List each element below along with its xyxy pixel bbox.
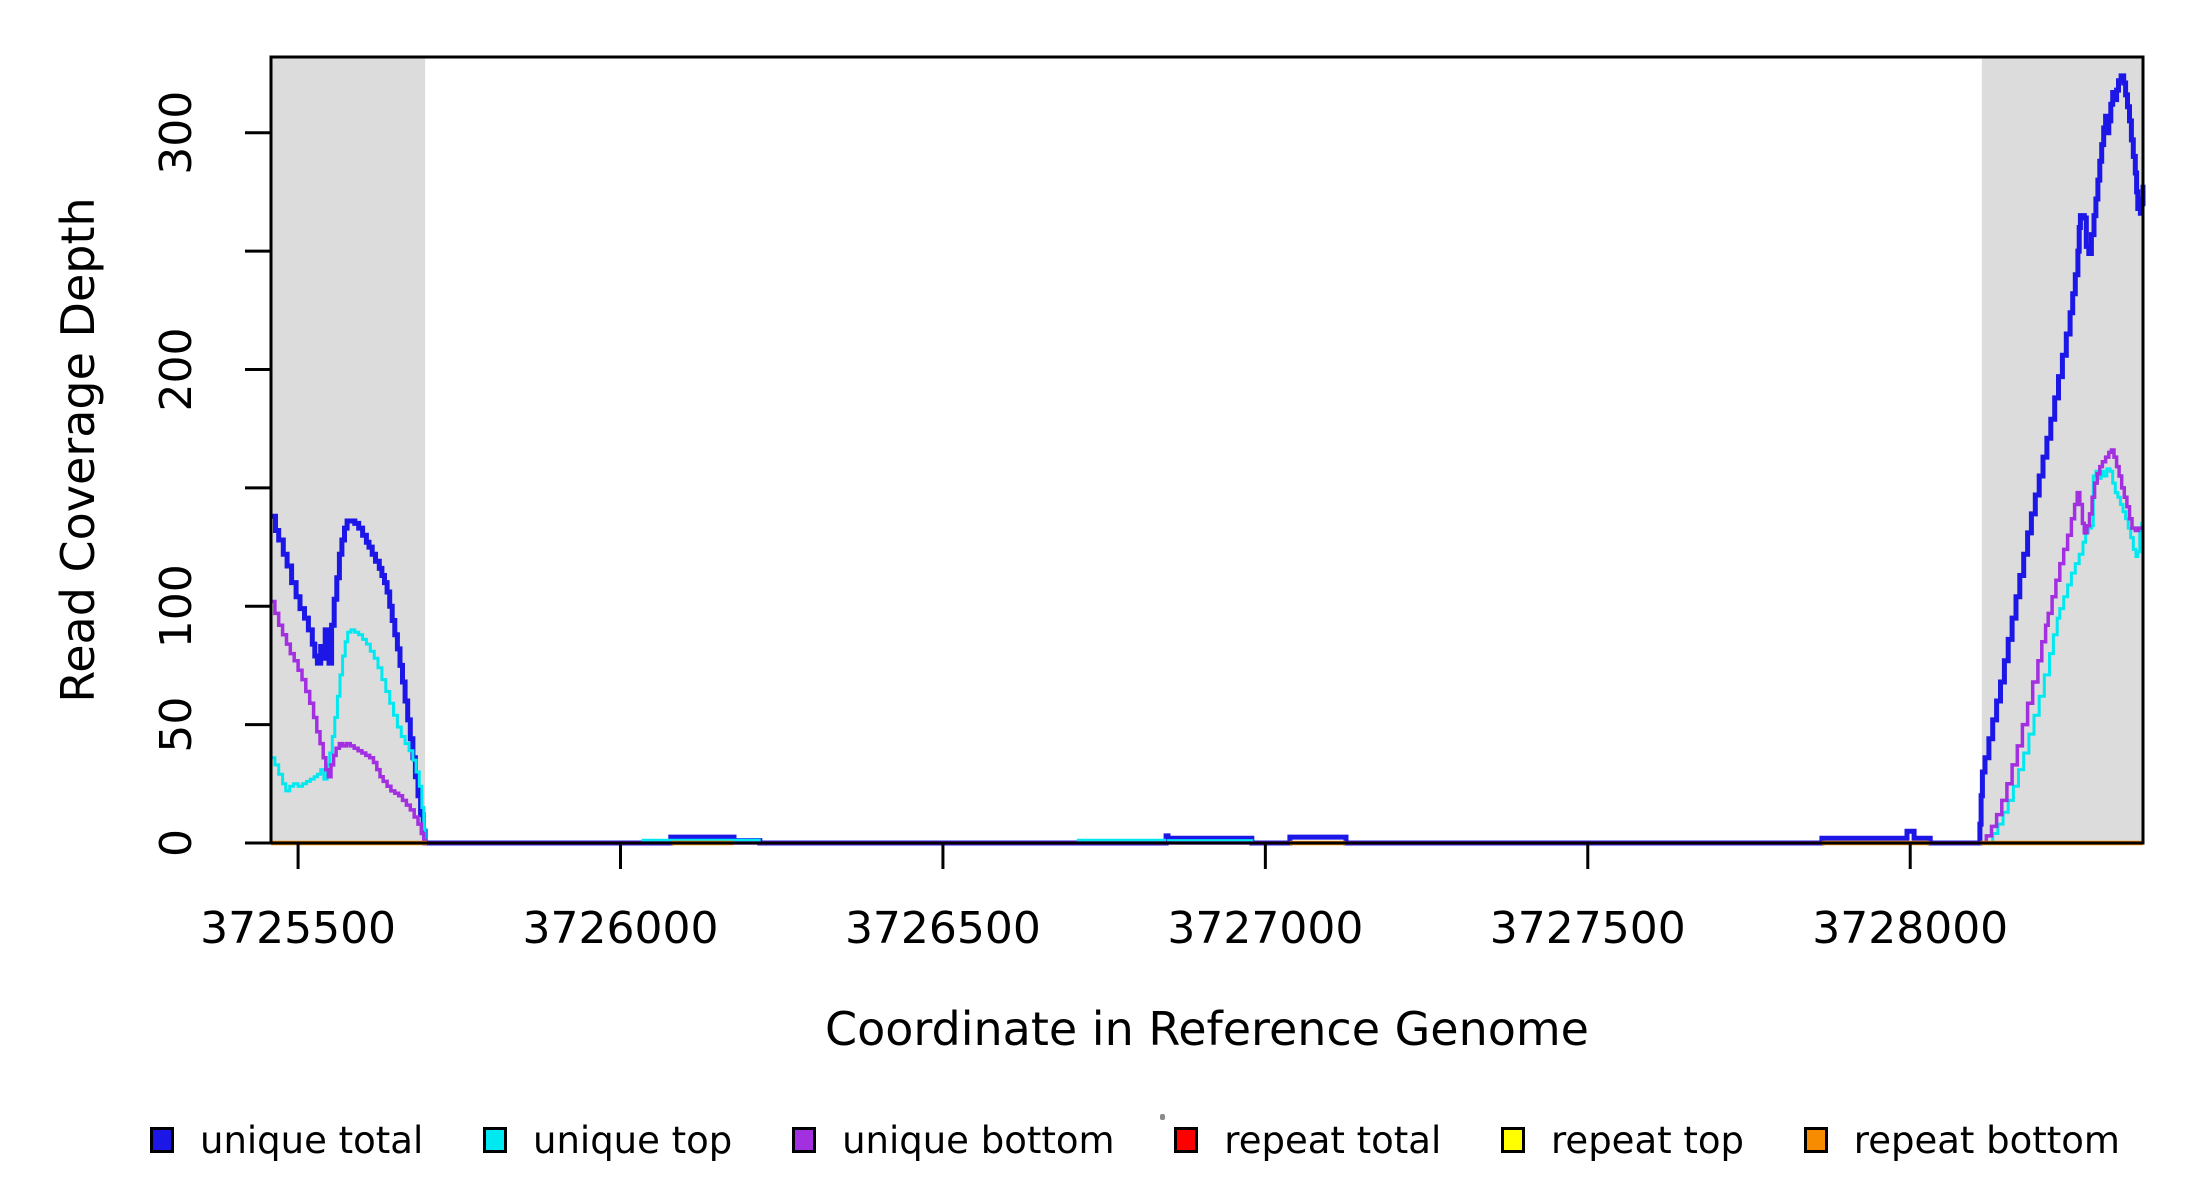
x-axis-tick-label: 3728000 [1812, 903, 2008, 954]
y-axis-tick-label: 100 [151, 564, 202, 648]
series-line-unique-total [271, 73, 2146, 846]
unique-top-swatch-icon [483, 1127, 508, 1153]
x-axis-tick-label: 3727500 [1490, 903, 1686, 954]
legend-item-repeat-total: repeat total [1174, 1119, 1441, 1162]
x-axis-tick-label: 3725500 [200, 903, 396, 954]
repeat-bottom-swatch-icon [1803, 1127, 1828, 1153]
plot-border [269, 55, 2145, 845]
legend-label: unique total [200, 1118, 424, 1162]
legend-item-unique-top: unique top [483, 1119, 732, 1162]
highlight-region [1981, 57, 2143, 843]
x-axis-tick-label: 3726500 [845, 903, 1041, 954]
y-axis-tick-label: 300 [151, 91, 202, 175]
series-line-unique-bottom [271, 448, 2143, 845]
unique-total-swatch-icon [150, 1127, 174, 1153]
legend-label: repeat total [1224, 1118, 1442, 1162]
legend-label: repeat bottom [1853, 1118, 2120, 1162]
legend: unique total unique top unique bottom re… [150, 1108, 2120, 1172]
series-line-unique-top [271, 467, 2145, 845]
legend-label: repeat top [1551, 1118, 1745, 1162]
legend-label: unique bottom [842, 1118, 1115, 1162]
x-axis-title: Coordinate in Reference Genome [825, 1002, 1589, 1056]
repeat-total-swatch-icon [1174, 1127, 1199, 1153]
x-axis-tick-label: 3727000 [1167, 903, 1363, 954]
highlight-region [271, 57, 426, 843]
y-axis-tick-label: 50 [151, 697, 202, 753]
unique-bottom-swatch-icon [792, 1127, 817, 1153]
y-axis-title: Read Coverage Depth [51, 197, 105, 703]
repeat-top-swatch-icon [1501, 1127, 1526, 1153]
legend-item-repeat-top: repeat top [1501, 1119, 1744, 1162]
legend-label: unique top [533, 1118, 733, 1162]
y-axis-tick-label: 0 [151, 829, 202, 857]
x-axis-tick-label: 3726000 [523, 903, 719, 954]
legend-item-unique-total: unique total [150, 1119, 423, 1162]
legend-item-repeat-bottom: repeat bottom [1803, 1118, 2120, 1162]
legend-item-unique-bottom: unique bottom [792, 1118, 1115, 1162]
stray-dot [1160, 1114, 1165, 1120]
y-axis-tick-label: 200 [151, 328, 202, 412]
